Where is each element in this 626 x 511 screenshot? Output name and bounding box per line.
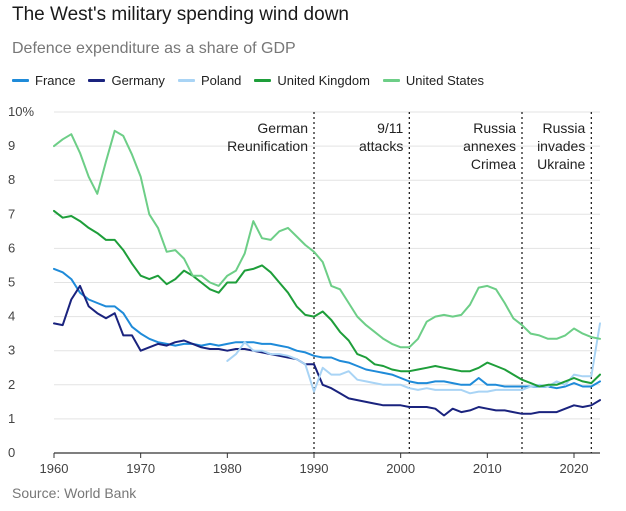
event-label-2014-1: annexes: [463, 138, 516, 154]
y-tick-label-0: 0: [8, 445, 15, 460]
source-note: Source: World Bank: [12, 485, 137, 501]
legend: France Germany Poland United Kingdom Uni…: [12, 73, 497, 88]
y-tick-label-6: 6: [8, 240, 15, 255]
legend-item-france: France: [12, 73, 75, 88]
legend-label-france: France: [35, 73, 76, 88]
x-tick-label-2020: 2020: [560, 461, 589, 476]
series-line-united-states: [53, 129, 601, 349]
legend-item-united-kingdom: United Kingdom: [254, 73, 370, 88]
y-tick-label-5: 5: [8, 275, 15, 290]
y-tick-label-8: 8: [8, 172, 15, 187]
series-line-france: [53, 267, 601, 390]
legend-label-poland: Poland: [200, 73, 242, 88]
chart-title: The West's military spending wind down: [12, 4, 349, 25]
legend-label-united-kingdom: United Kingdom: [277, 73, 370, 88]
legend-item-united-states: United States: [382, 73, 484, 88]
legend-swatch-united-states: [382, 79, 400, 82]
x-tick-label-1990: 1990: [300, 461, 329, 476]
series-line-united-kingdom: [53, 209, 601, 388]
legend-swatch-poland: [177, 79, 195, 82]
event-label-2022-1: invades: [537, 138, 585, 154]
y-tick-label-9: 9: [8, 138, 15, 153]
event-label-2014-2: Crimea: [471, 156, 516, 172]
x-tick-label-2000: 2000: [386, 461, 415, 476]
x-tick-label-1960: 1960: [40, 461, 69, 476]
x-tick-label-2010: 2010: [473, 461, 502, 476]
legend-swatch-united-kingdom: [254, 79, 272, 82]
y-tick-label-7: 7: [8, 206, 15, 221]
legend-item-germany: Germany: [88, 73, 165, 88]
y-tick-label-4: 4: [8, 309, 15, 324]
event-label-2014-0: Russia: [473, 120, 516, 136]
event-label-1990-0: German: [257, 120, 308, 136]
legend-swatch-germany: [88, 79, 106, 82]
series-line-germany: [53, 284, 601, 417]
legend-swatch-france: [12, 79, 29, 82]
event-label-2001-1: attacks: [359, 138, 403, 154]
y-tick-label-3: 3: [8, 343, 15, 358]
x-tick-label-1980: 1980: [213, 461, 242, 476]
legend-item-poland: Poland: [177, 73, 242, 88]
x-tick-label-1970: 1970: [126, 461, 155, 476]
legend-label-germany: Germany: [111, 73, 165, 88]
legend-label-united-states: United States: [405, 73, 484, 88]
event-label-2022-2: Ukraine: [537, 156, 585, 172]
event-label-1990-1: Reunification: [227, 138, 308, 154]
y-tick-label-1: 1: [8, 411, 15, 426]
y-tick-label-2: 2: [8, 377, 15, 392]
y-tick-label-10: 10%: [8, 104, 34, 119]
event-label-2001-0: 9/11: [377, 120, 403, 136]
event-label-2022-0: Russia: [543, 120, 586, 136]
chart-subtitle: Defence expenditure as a share of GDP: [12, 40, 296, 57]
